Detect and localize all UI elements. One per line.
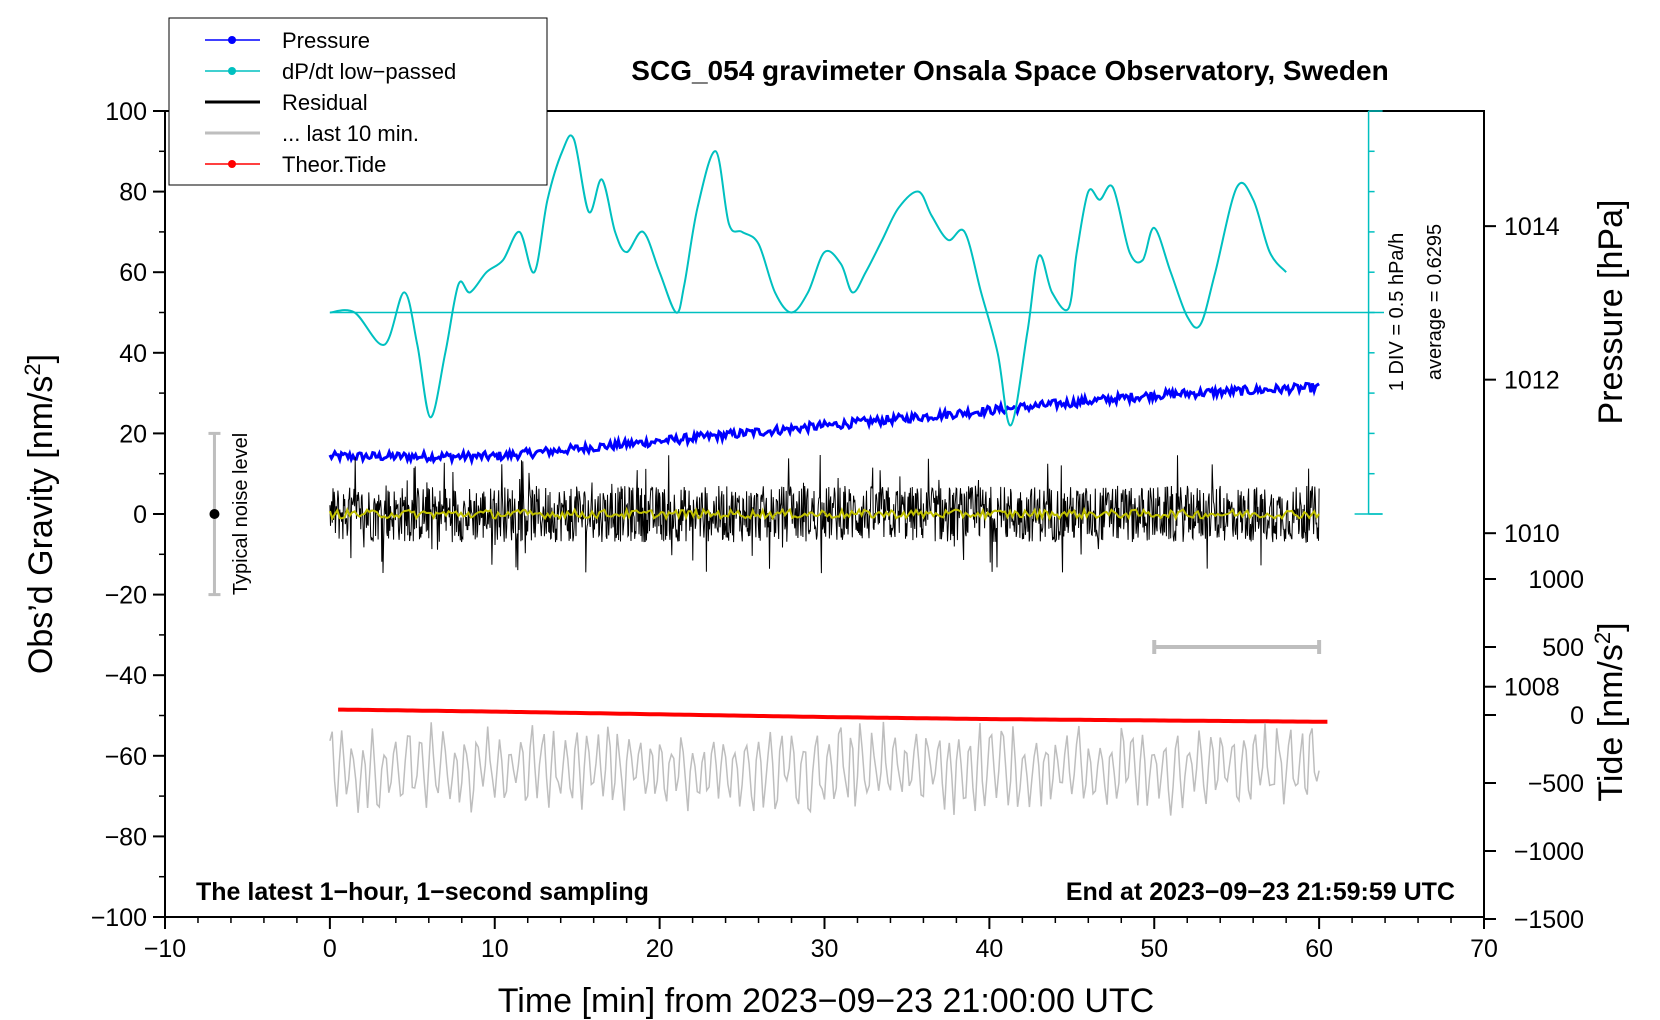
y-tick-label: 80 [119, 179, 147, 207]
tide-tick-label: 500 [1542, 634, 1584, 662]
y-tick-label: 0 [133, 501, 147, 529]
legend-label: dP/dt low−passed [282, 59, 456, 84]
tide-axis-title-main: Tide [nm/s [1592, 644, 1630, 801]
y-tick-label: −40 [105, 662, 147, 690]
noise-level-label: Typical noise level [230, 433, 252, 595]
x-axis-title: Time [min] from 2023−09−23 21:00:00 UTC [498, 982, 1154, 1020]
x-tick-label: 70 [1470, 935, 1498, 963]
y-tick-label: 100 [105, 98, 147, 126]
y-tick-label: −80 [105, 823, 147, 851]
y-axis-title-left: Obs’d Gravity [nm/s2] [20, 354, 60, 674]
legend-marker [228, 36, 236, 44]
tide-tick-label: 1000 [1528, 566, 1584, 594]
y-axis-title-left-close: ] [22, 354, 60, 363]
y-tick-label: −100 [91, 904, 147, 932]
tide-tick-label: −1000 [1514, 838, 1584, 866]
y-tick-label: −60 [105, 743, 147, 771]
chart-title: SCG_054 gravimeter Onsala Space Observat… [631, 55, 1388, 86]
legend-entry: ... last 10 min. [205, 121, 419, 146]
tide-axis-title-sup: 2 [1590, 632, 1615, 644]
y-tick-label: 40 [119, 340, 147, 368]
y-tick-label: 20 [119, 420, 147, 448]
x-tick-label: 30 [811, 935, 839, 963]
pressure-tick-label: 1014 [1504, 213, 1560, 241]
noise-bar-center-dot [209, 509, 220, 519]
bottom-left-note: The latest 1−hour, 1−second sampling [196, 878, 649, 906]
y-tick-label: 60 [119, 259, 147, 287]
tide-tick-label: 0 [1570, 702, 1584, 730]
x-tick-label: 0 [323, 935, 337, 963]
x-tick-label: 10 [481, 935, 509, 963]
pressure-line [328, 381, 1320, 467]
x-tick-label: −10 [144, 935, 186, 963]
tide-axis-title-close: ] [1592, 622, 1630, 631]
pressure-tick-label: 1010 [1504, 520, 1560, 548]
pressure-axis-title: Pressure [hPa] [1592, 200, 1630, 425]
y-axis-title-left-main: Obs’d Gravity [nm/s [22, 376, 60, 675]
x-tick-label: 40 [975, 935, 1003, 963]
y-axis-ticks: −100 −80 −60 −40 −20 0 20 40 60 80 100 [91, 98, 165, 932]
tide-tick-label: −500 [1528, 770, 1584, 798]
x-axis-ticks: −10 0 10 20 30 40 50 60 70 [144, 917, 1498, 963]
legend-entry: dP/dt low−passed [205, 59, 456, 84]
tide-axis-title: Tide [nm/s2] [1590, 622, 1630, 801]
tide-axis-ticks: −1500 −1000 −500 0 500 1000 [1484, 566, 1584, 934]
x-tick-label: 60 [1305, 935, 1333, 963]
dpdt-line [329, 134, 1287, 427]
pressure-tick-label: 1012 [1504, 367, 1560, 395]
series-group [328, 110, 1384, 816]
tide-tick-label: −1500 [1514, 906, 1584, 934]
y-axis-title-left-sup: 2 [20, 363, 45, 375]
legend-entries: Pressure dP/dt low−passed Residual ... last… [205, 28, 456, 177]
annotations-group [208, 431, 1322, 654]
last-10-min-line [329, 721, 1320, 816]
x-tick-label: 20 [646, 935, 674, 963]
legend-marker [228, 67, 236, 75]
legend-label: ... last 10 min. [282, 121, 419, 146]
legend-marker [228, 160, 236, 168]
y-tick-label: −20 [105, 582, 147, 610]
residual-line [329, 454, 1320, 574]
legend-label: Residual [282, 90, 368, 115]
legend-label: Theor.Tide [282, 152, 386, 177]
legend-label: Pressure [282, 28, 370, 53]
bottom-right-note: End at 2023−09−23 21:59:59 UTC [1066, 878, 1455, 906]
tide-line [338, 707, 1328, 724]
pressure-tick-label: 1008 [1504, 674, 1560, 702]
pressure-average-label: average = 0.6295 [1424, 224, 1446, 380]
legend-entry: Residual [205, 90, 368, 115]
pressure-scale-label: 1 DIV = 0.5 hPa/h [1386, 233, 1408, 391]
x-tick-label: 50 [1140, 935, 1168, 963]
legend-entry: Pressure [205, 28, 370, 53]
legend: Pressure dP/dt low−passed Residual ... last… [168, 17, 548, 186]
residual-smoothed-line [328, 506, 1320, 522]
legend-entry: Theor.Tide [205, 152, 386, 177]
pressure-axis-ticks: 1008 1010 1012 1014 [1484, 213, 1560, 702]
